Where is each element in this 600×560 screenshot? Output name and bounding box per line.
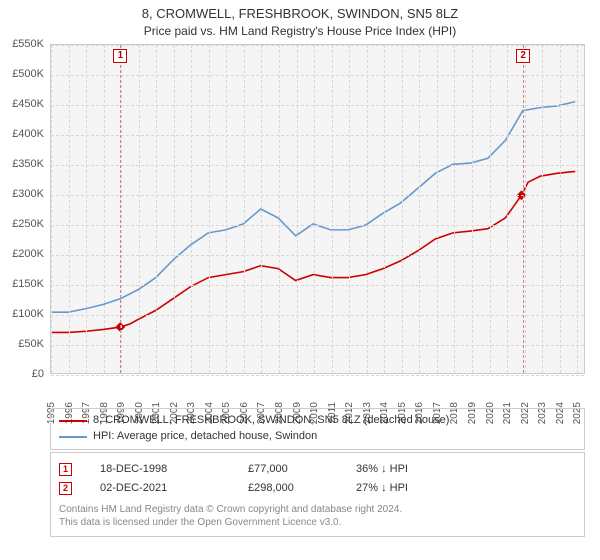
chart-svg [51,45,584,373]
legend-swatch-1 [59,420,87,422]
event-row: 2 02-DEC-2021 £298,000 27% ↓ HPI [59,481,576,497]
x-axis-labels: 1995199619971998199920002001200220032004… [50,374,585,404]
event-delta: 36% ↓ HPI [356,462,446,478]
marker-box-2: 2 [516,49,530,63]
event-marker-box: 2 [59,482,72,495]
legend-label-2: HPI: Average price, detached house, Swin… [93,429,317,445]
plot-region: 12 [50,44,585,374]
legend-label-1: 8, CROMWELL, FRESHBROOK, SWINDON, SN5 8L… [93,413,449,429]
event-date: 18-DEC-1998 [100,462,220,478]
y-tick-label: £400K [12,128,44,140]
y-tick-label: £450K [12,98,44,110]
y-tick-label: £550K [12,38,44,50]
y-tick-label: £500K [12,68,44,80]
y-tick-label: £100K [12,308,44,320]
chart-area: £0 £50K £100K £150K £200K £250K £300K £350K £400… [0,44,600,404]
event-delta: 27% ↓ HPI [356,481,446,497]
marker-box-1: 1 [113,49,127,63]
y-tick-label: £200K [12,248,44,260]
legend-row-1: 8, CROMWELL, FRESHBROOK, SWINDON, SN5 8L… [59,413,576,429]
y-tick-label: £350K [12,158,44,170]
y-tick-label: £50K [18,338,44,350]
y-tick-label: £300K [12,188,44,200]
chart-subtitle: Price paid vs. HM Land Registry's House … [0,23,600,44]
y-tick-label: £0 [32,368,44,380]
y-tick-label: £250K [12,218,44,230]
chart-title: 8, CROMWELL, FRESHBROOK, SWINDON, SN5 8L… [0,0,600,23]
event-date: 02-DEC-2021 [100,481,220,497]
footer-attribution: Contains HM Land Registry data © Crown c… [59,503,576,530]
chart-container: 8, CROMWELL, FRESHBROOK, SWINDON, SN5 8L… [0,0,600,560]
legend-row-2: HPI: Average price, detached house, Swin… [59,429,576,445]
event-marker-box: 1 [59,463,72,476]
event-price: £298,000 [248,481,328,497]
events-box: 1 18-DEC-1998 £77,000 36% ↓ HPI 2 02-DEC-2021… [50,452,585,537]
y-axis-labels: £0£50K£100K£150K£200K£250K£300K£350K£400… [0,44,48,374]
legend-box: 8, CROMWELL, FRESHBROOK, SWINDON, SN5 8L… [50,408,585,450]
y-tick-label: £150K [12,278,44,290]
legend-swatch-2 [59,436,87,438]
event-row: 1 18-DEC-1998 £77,000 36% ↓ HPI [59,462,576,478]
event-price: £77,000 [248,462,328,478]
